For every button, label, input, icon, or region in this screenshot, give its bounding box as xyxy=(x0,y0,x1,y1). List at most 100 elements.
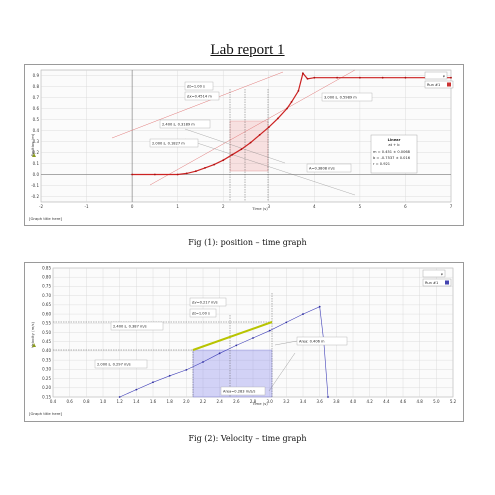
legend-toggle[interactable] xyxy=(424,71,448,80)
x-tick-label: 0 xyxy=(131,204,134,209)
figure-caption: Fig (2): Velocity – time graph xyxy=(188,434,307,443)
y-tick-label: 0.3 xyxy=(33,139,40,144)
note-dt: Δt=1.00 s xyxy=(187,85,205,89)
y-tick-label: 0.15 xyxy=(42,394,51,399)
legend-swatch xyxy=(445,280,449,285)
note-slope: A=0.3808 m/s xyxy=(309,167,335,171)
note-point-2-4s: 2.400 s, 0.387 m/s xyxy=(113,325,147,329)
data-point xyxy=(336,76,339,79)
x-tick-label: 1 xyxy=(176,204,179,209)
x-tick-label: 1.8 xyxy=(166,399,173,404)
x-tick-label: 3.8 xyxy=(333,399,340,404)
x-tick-label: 3.0 xyxy=(266,399,273,404)
data-point xyxy=(286,107,288,110)
note-area: Area: 0.406 m xyxy=(299,340,325,344)
data-point xyxy=(327,396,329,398)
fit-line: b = -0.7537 ± 0.016 xyxy=(373,156,411,160)
x-tick-label: 0.6 xyxy=(66,399,73,404)
x-tick-label: 2.4 xyxy=(216,399,223,404)
x-tick-label: 4 xyxy=(313,204,316,209)
legend-toggle-caret: ▾ xyxy=(441,273,443,277)
legend-label: Run #1 xyxy=(425,281,438,285)
position-time-graph-panel: -2 -1 0 1 2 3 4 5 6 7 -0.2 -0.1 0.0 0.1 0.2 0.3 0.4 0.5 0.… xyxy=(24,64,464,226)
y-tick-label: 0.6 xyxy=(33,106,40,111)
note-dx: Δx=0.4514 m xyxy=(187,95,212,99)
velocity-time-graph: 0.4 0.6 0.8 1.0 1.2 1.4 1.6 1.8 2.0 2.2 2.4 2.6 2.8 3… xyxy=(29,265,457,416)
y-tick-label: 0.45 xyxy=(42,339,51,344)
y-tick-label: 0.25 xyxy=(42,376,51,381)
data-point xyxy=(118,396,121,398)
data-point xyxy=(152,381,154,384)
data-point xyxy=(168,374,171,377)
x-tick-label: 5.2 xyxy=(450,399,457,404)
data-point xyxy=(258,134,261,136)
y-tick-label: 0.8 xyxy=(33,84,40,89)
fit-equation: at + b xyxy=(388,143,400,147)
y-tick-label: 0.5 xyxy=(33,117,40,122)
y-tick-label: 0.4 xyxy=(33,128,40,133)
note-dv: Δv=0.217 m/s xyxy=(192,301,218,305)
data-point xyxy=(404,76,407,79)
data-point xyxy=(252,337,254,339)
data-point xyxy=(358,76,361,79)
y-axis-label: Position (m) xyxy=(30,133,35,156)
y-tick-label: 0.50 xyxy=(42,330,51,335)
y-tick-label: 0.1 xyxy=(33,161,40,166)
velocity-time-graph-panel: 0.4 0.6 0.8 1.0 1.2 1.4 1.6 1.8 2.0 2.2 2.4 2.6 2.8 3… xyxy=(24,262,464,422)
data-point xyxy=(276,117,279,120)
legend-label: Run #1 xyxy=(427,83,440,87)
x-tick-label: 2.6 xyxy=(233,399,240,404)
warning-triangle-icon xyxy=(32,343,36,347)
x-tick-label: 3.6 xyxy=(316,399,323,404)
x-tick-label: 2 xyxy=(222,204,225,209)
data-point xyxy=(285,321,288,324)
data-point xyxy=(218,352,221,355)
x-tick-label: -2 xyxy=(39,204,43,209)
data-point xyxy=(297,90,300,92)
x-tick-label: 5.0 xyxy=(433,399,440,404)
data-point xyxy=(202,361,204,363)
y-tick-label: 0.2 xyxy=(33,150,40,155)
data-point xyxy=(185,172,188,175)
y-tick-label: 0.40 xyxy=(42,348,51,353)
data-point xyxy=(450,76,452,79)
data-point xyxy=(131,173,134,176)
y-tick-label: 0.80 xyxy=(42,275,51,280)
data-point xyxy=(204,167,206,169)
x-tick-label: 6 xyxy=(404,204,407,209)
warning-triangle-icon xyxy=(32,153,36,157)
data-point xyxy=(213,163,216,166)
data-point xyxy=(222,159,225,162)
y-tick-label: 0.0 xyxy=(33,172,40,177)
data-point xyxy=(153,173,156,176)
x-tick-label: 4.4 xyxy=(383,399,390,404)
data-point xyxy=(381,76,384,79)
y-tick-label: 0.70 xyxy=(42,293,51,298)
x-tick-label: 0.8 xyxy=(83,399,90,404)
data-point xyxy=(313,76,316,79)
x-tick-label: 4.2 xyxy=(366,399,373,404)
data-point xyxy=(290,101,293,103)
y-tick-label: 0.30 xyxy=(42,367,51,372)
data-point xyxy=(194,170,197,173)
x-tick-label: 7 xyxy=(450,204,453,209)
x-tick-label: 4.0 xyxy=(350,399,357,404)
data-point xyxy=(176,173,179,176)
fit-line: m = 0.451 ± 0.0068 xyxy=(373,150,411,154)
y-tick-label: 0.85 xyxy=(42,265,51,270)
legend-toggle[interactable] xyxy=(422,269,446,278)
x-tick-label: 1.4 xyxy=(133,399,140,404)
y-tick-label: 0.35 xyxy=(42,357,51,362)
data-point xyxy=(302,72,304,75)
x-tick-label: 5 xyxy=(359,204,362,209)
x-tick-label: 4.6 xyxy=(400,399,407,404)
x-tick-label: 4.8 xyxy=(416,399,423,404)
y-tick-label: 0.20 xyxy=(42,385,51,390)
fit-line: r = 0.921 xyxy=(373,162,390,166)
x-tick-label: 3.2 xyxy=(283,399,290,404)
note-point-3s: 3.000 s, 0.5989 m xyxy=(324,96,357,100)
y-tick-label: 0.75 xyxy=(42,284,51,289)
y-tick-label: 0.65 xyxy=(42,302,51,307)
data-point xyxy=(135,388,138,391)
legend-swatch xyxy=(447,82,451,87)
